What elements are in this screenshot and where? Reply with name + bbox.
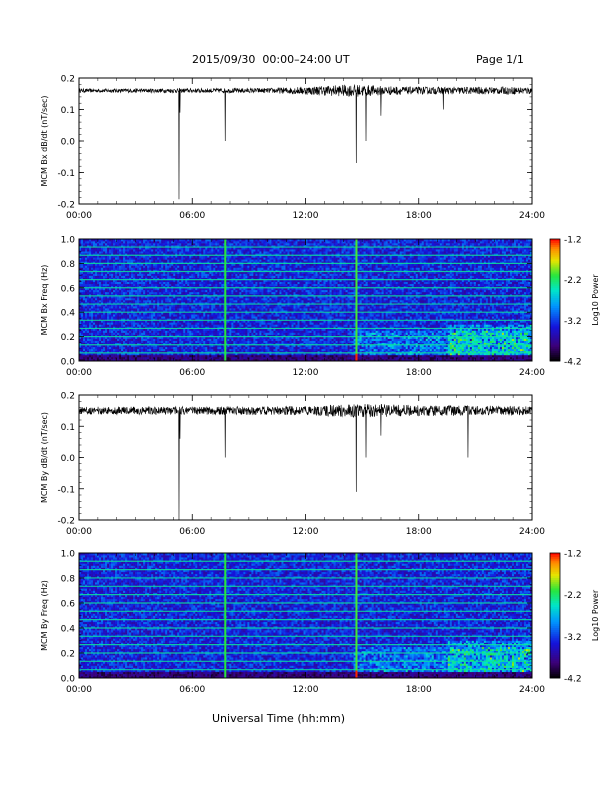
colorbar-tick-label: -1.2 (564, 550, 582, 560)
x-tick-label: 18:00 (406, 685, 432, 695)
page-title: 2015/09/30 00:00–24:00 UT (192, 53, 350, 66)
x-tick-label: 00:00 (66, 527, 92, 537)
y-tick-label: -0.1 (57, 485, 75, 495)
y-tick-label: 0.0 (61, 454, 76, 464)
y-tick-label: 0.8 (61, 260, 76, 270)
harmonic-lines (79, 560, 532, 671)
y-tick-label: 0.0 (61, 675, 76, 685)
x-tick-label: 12:00 (293, 527, 319, 537)
dbdt-trace (78, 403, 533, 521)
y-tick-label: 0.4 (61, 625, 76, 635)
y-tick-label: -0.2 (57, 517, 75, 527)
y-tick-label: 0.8 (61, 575, 76, 585)
x-tick-label: 00:00 (66, 368, 92, 378)
x-tick-label: 18:00 (406, 527, 432, 537)
y-tick-label: 0.2 (61, 75, 75, 85)
colorbar-label: Log10 Power (591, 274, 600, 326)
y-tick-label: 0.1 (61, 106, 75, 116)
y-axis-label: MCM Bx dB/dt (nT/sec) (40, 95, 49, 186)
y-tick-label: 1.0 (61, 550, 76, 560)
panel-1: -0.2 -0.1 0.0 0.1 0.2 00:00 06:00 12:00 18:00 24:… (40, 75, 545, 222)
x-tick-label: 18:00 (406, 368, 432, 378)
colorbar: -1.2 -2.2 -3.2 -4.2 Log10 Power (549, 236, 600, 368)
x-tick-label: 12:00 (293, 685, 319, 695)
y-tick-label: 0.2 (61, 333, 75, 343)
panel-2: -1.2 -2.2 -3.2 -4.2 Log10 Power 0.0 0.2 0.4 0.6 0… (40, 236, 600, 379)
y-tick-label: -0.1 (57, 169, 75, 179)
x-tick-label: 24:00 (519, 368, 545, 378)
y-tick-label: 0.6 (61, 600, 76, 610)
colorbar-tick-label: -1.2 (564, 236, 582, 246)
x-tick-label: 24:00 (519, 685, 545, 695)
x-tick-label: 06:00 (179, 211, 205, 221)
y-tick-label: 0.2 (61, 392, 75, 402)
x-tick-label: 00:00 (66, 211, 92, 221)
page-number: Page 1/1 (476, 53, 524, 66)
panel-3: -0.2 -0.1 0.0 0.1 0.2 00:00 06:00 12:00 18:00 24:… (40, 392, 545, 538)
colorbar-label: Log10 Power (591, 589, 600, 641)
spectrogram (79, 239, 533, 362)
x-tick-label: 06:00 (179, 527, 205, 537)
spectral-hotspot (355, 353, 358, 361)
x-tick-label: 00:00 (66, 685, 92, 695)
y-tick-label: 0.0 (61, 358, 76, 368)
x-axis-label: Universal Time (hh:mm) (212, 712, 345, 725)
dbdt-trace (78, 84, 533, 200)
y-axis-label: MCM By Freq (Hz) (40, 580, 49, 651)
x-tick-label: 24:00 (519, 527, 545, 537)
y-tick-label: 0.4 (61, 309, 76, 319)
x-tick-label: 06:00 (179, 368, 205, 378)
colorbar-tick-label: -4.2 (564, 358, 582, 368)
harmonic-lines (79, 246, 532, 354)
x-tick-label: 18:00 (406, 211, 432, 221)
x-tick-label: 12:00 (293, 211, 319, 221)
y-tick-label: 0.1 (61, 423, 75, 433)
spectrogram (79, 553, 533, 679)
colorbar-tick-label: -2.2 (564, 276, 582, 286)
y-tick-label: 0.2 (61, 650, 75, 660)
colorbar-tick-label: -4.2 (564, 675, 582, 685)
colorbar-tick-label: -2.2 (564, 591, 582, 601)
colorbar-tick-label: -3.2 (564, 317, 582, 327)
panel-4: -1.2 -2.2 -3.2 -4.2 Log10 Power 0.0 0.2 0.4 0.6 0… (40, 550, 600, 696)
plot-frame (78, 394, 533, 521)
y-axis-label: MCM By dB/dt (nT/sec) (40, 412, 49, 503)
colorbar-tick-label: -3.2 (564, 633, 582, 643)
x-tick-label: 24:00 (519, 211, 545, 221)
x-tick-label: 12:00 (293, 368, 319, 378)
y-tick-label: 0.6 (61, 284, 76, 294)
y-tick-label: -0.2 (57, 201, 75, 211)
plot-frame (78, 77, 533, 205)
x-tick-label: 06:00 (179, 685, 205, 695)
y-axis-label: MCM Bx Freq (Hz) (40, 265, 49, 336)
colorbar: -1.2 -2.2 -3.2 -4.2 Log10 Power (549, 550, 600, 685)
y-tick-label: 1.0 (61, 236, 76, 246)
y-tick-label: 0.0 (61, 138, 76, 148)
spectral-hotspot (355, 670, 358, 678)
